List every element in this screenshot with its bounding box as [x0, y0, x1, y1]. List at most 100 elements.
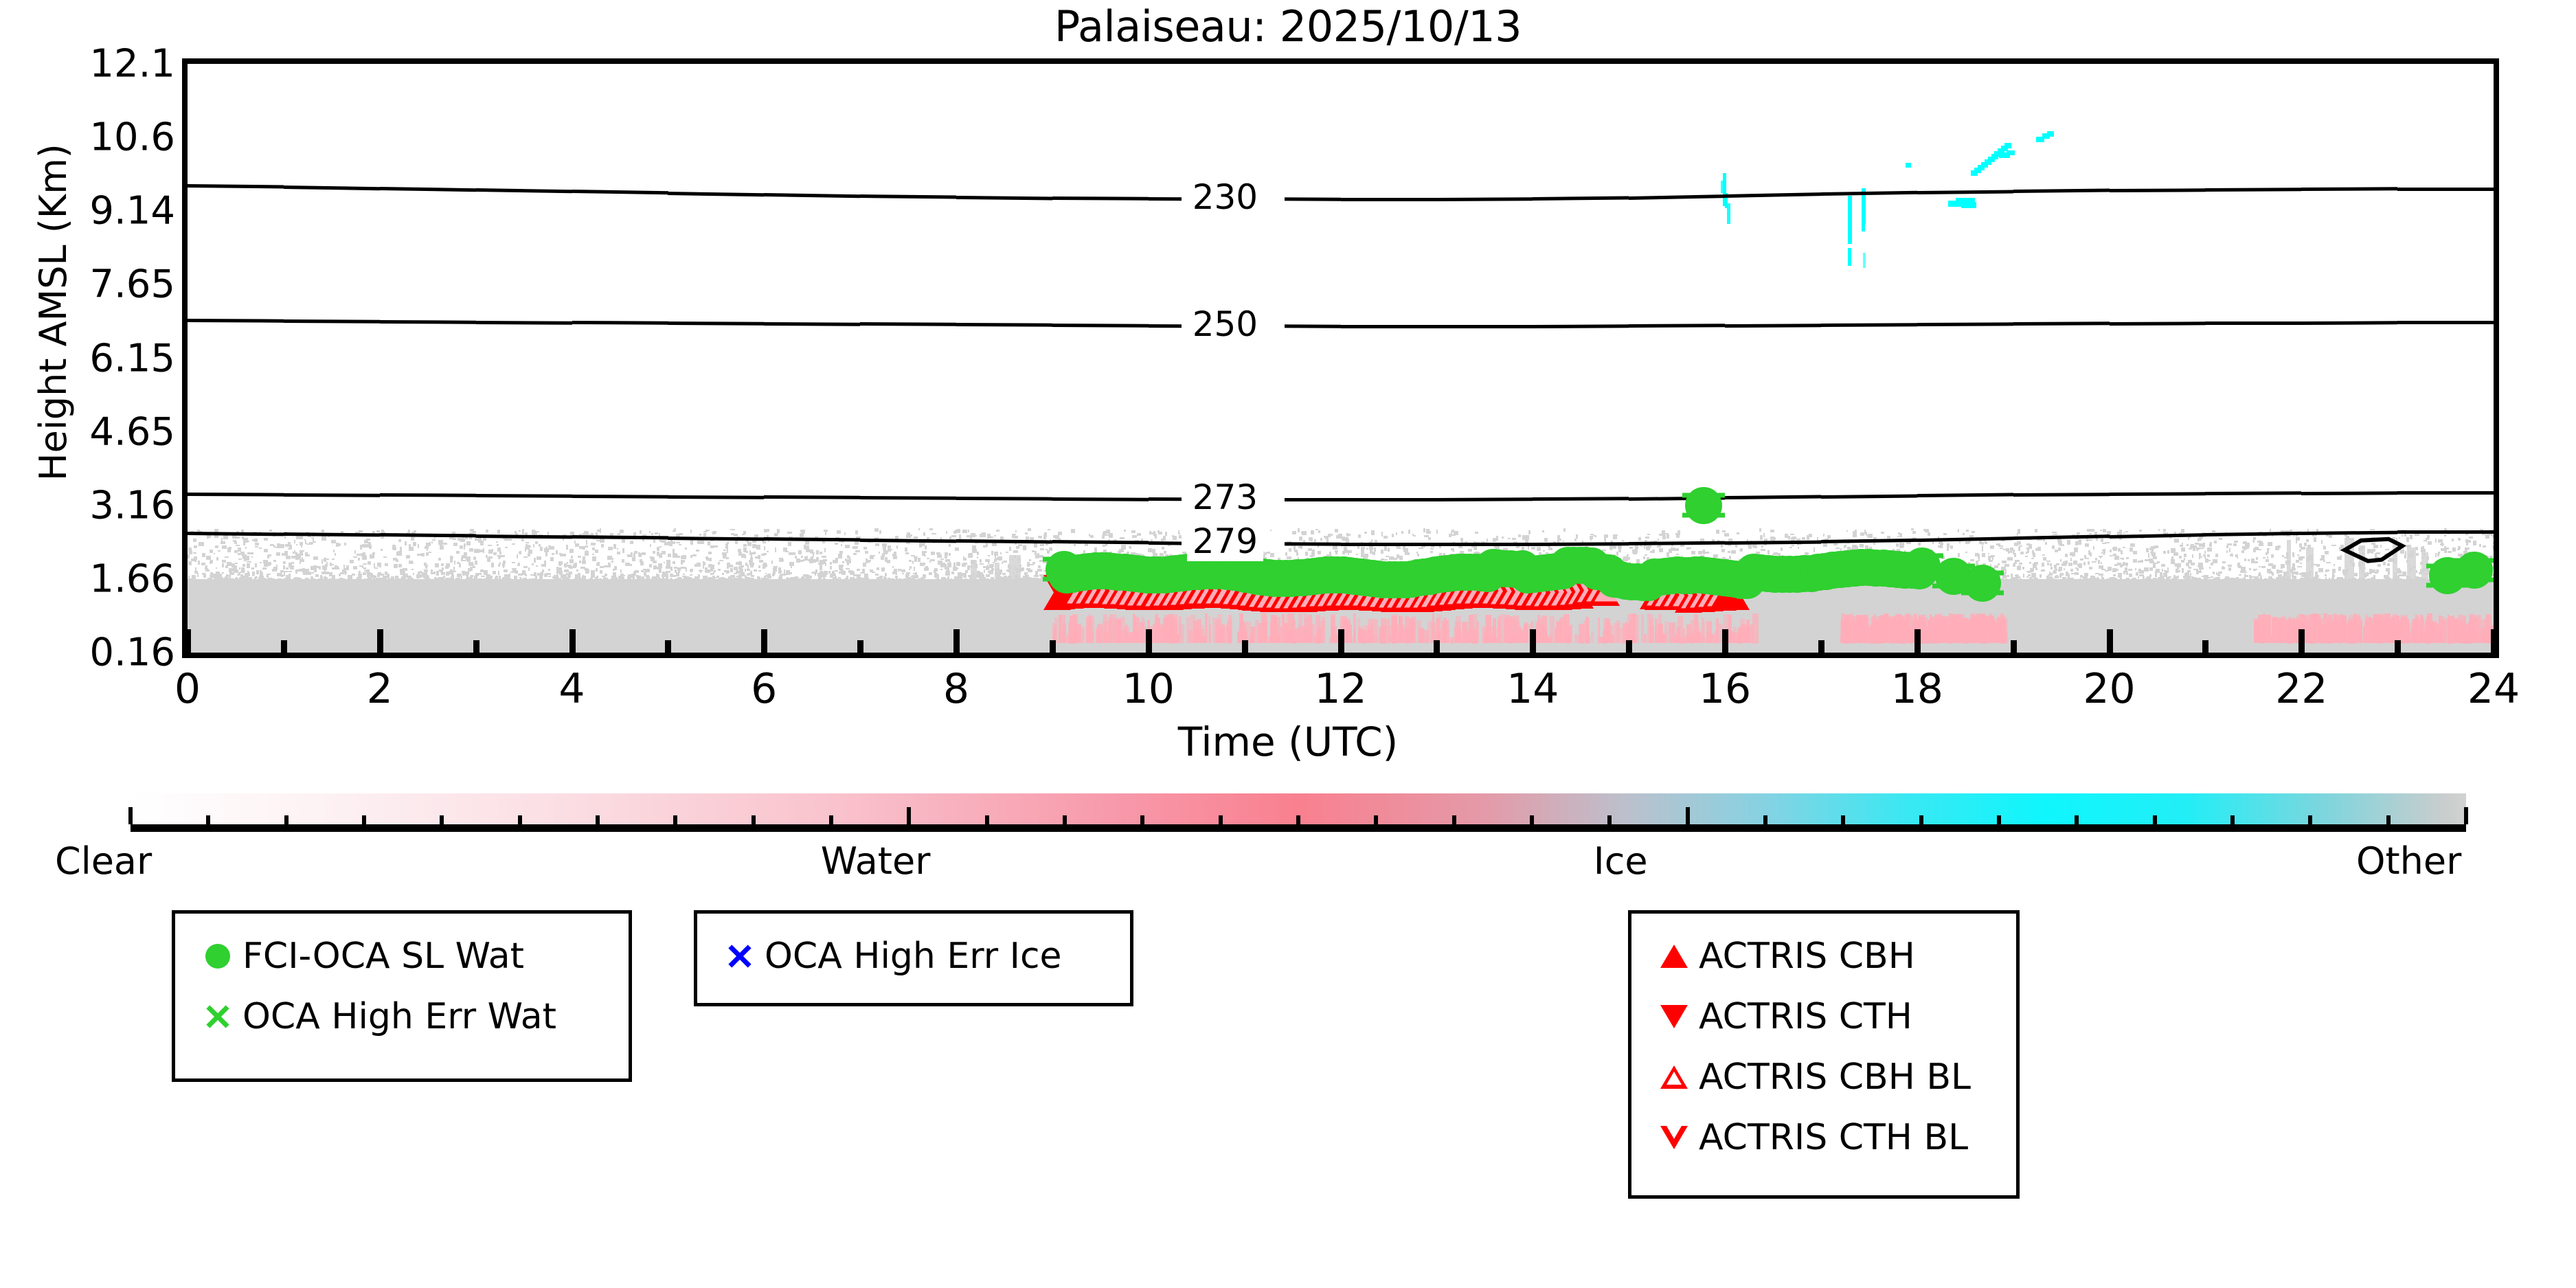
x-tick-label: 6	[751, 665, 777, 713]
isotherm-segment	[2397, 530, 2494, 534]
actris-legend[interactable]: ACTRIS CBH ACTRIS CTH ACTRIS CBH BL ACTRIS …	[1628, 910, 2020, 1199]
colorbar-tick	[829, 815, 833, 824]
y-tick-label: 6.15	[0, 336, 175, 381]
x-tick-major	[1530, 629, 1536, 658]
isotherm-segment	[380, 320, 476, 324]
y-tick-label: 10.6	[0, 115, 175, 160]
legend-item[interactable]: ACTRIS CBH	[1649, 926, 1998, 986]
x-tick-label: 8	[943, 665, 969, 713]
isotherm-segment	[956, 539, 1052, 543]
isotherm-segment	[956, 323, 1052, 327]
isotherm-label: 273	[1187, 477, 1263, 517]
legend-item-label: ACTRIS CBH BL	[1699, 1057, 1971, 1098]
colorbar-label: Clear	[55, 839, 152, 883]
legend-item[interactable]: ACTRIS CTH	[1649, 986, 1998, 1047]
x-marker-icon	[193, 1003, 242, 1030]
ice-pixel	[1961, 202, 1976, 208]
plot-area[interactable]	[182, 58, 2499, 658]
isotherm-segment	[2301, 321, 2397, 325]
classification-colorbar[interactable]	[131, 793, 2466, 835]
legend-item[interactable]: OCA High Err Wat	[193, 986, 611, 1047]
colorbar-tick	[1607, 815, 1612, 824]
fci-oca-sl-wat-point	[1046, 551, 1083, 588]
legend-item[interactable]: ACTRIS CBH BL	[1649, 1047, 1998, 1107]
isotherm-segment	[1341, 498, 1437, 501]
x-tick-label: 24	[2467, 665, 2520, 713]
x-tick-major	[1338, 629, 1344, 658]
x-tick-label: 2	[367, 665, 393, 713]
colorbar-tick	[1452, 815, 1456, 824]
colorbar-tick	[1219, 815, 1223, 824]
x-tick-label: 10	[1122, 665, 1175, 713]
isotherm-segment	[1341, 543, 1437, 546]
x-tick-major	[1914, 629, 1921, 658]
isotherm-segment	[860, 194, 956, 199]
isotherm-segment	[1629, 324, 1725, 328]
aerosol-column	[2359, 545, 2365, 579]
triangle-up-open-marker-icon	[1649, 1065, 1699, 1089]
isotherm-segment	[764, 495, 860, 499]
isotherm-segment	[2397, 188, 2494, 191]
isotherm-segment	[2013, 493, 2110, 497]
legend-item[interactable]: FCI-OCA SL Wat	[193, 926, 611, 986]
ice-legend[interactable]: OCA High Err Ice	[694, 910, 1133, 1006]
legend-item[interactable]: OCA High Err Ice	[715, 926, 1112, 986]
page-title: Palaiseau: 2025/10/13	[0, 1, 2576, 52]
isotherm-segment	[1436, 197, 1533, 201]
ice-pixel	[1721, 181, 1724, 193]
ice-pixel	[1906, 163, 1911, 168]
x-tick-label: 16	[1699, 665, 1751, 713]
x-tick-label: 22	[2275, 665, 2327, 713]
y-tick-label: 4.65	[0, 409, 175, 454]
isotherm-segment	[1629, 541, 1725, 545]
circle-marker-icon	[193, 944, 242, 969]
triangle-up-marker-icon	[1649, 945, 1699, 968]
isotherm-segment	[284, 185, 380, 190]
aerosol-column	[2407, 547, 2416, 579]
y-tick-label: 0.16	[0, 631, 175, 675]
isotherm-segment	[1725, 324, 1821, 328]
x-tick-major	[1146, 629, 1152, 658]
x-tick-minor	[857, 640, 863, 658]
colorbar-tick	[518, 815, 522, 824]
x-tick-major	[1722, 629, 1728, 658]
isotherm-segment	[668, 536, 764, 541]
isotherm-segment	[572, 535, 668, 539]
water-legend[interactable]: FCI-OCA SL Wat OCA High Err Wat	[172, 910, 632, 1082]
isotherm-segment	[1052, 196, 1149, 201]
x-tick-minor	[281, 640, 287, 658]
legend-item-label: ACTRIS CTH	[1699, 996, 1912, 1037]
isotherm-segment	[668, 192, 764, 196]
isotherm-segment	[188, 532, 284, 536]
isotherm-segment	[1917, 322, 2013, 326]
aerosol-column	[971, 560, 977, 579]
colorbar-label: Water	[821, 839, 931, 883]
colorbar-tick	[752, 815, 756, 824]
isotherm-segment	[1436, 325, 1533, 328]
x-tick-label: 4	[558, 665, 585, 713]
legend-item[interactable]: ACTRIS CTH BL	[1649, 1107, 1998, 1168]
colorbar-tick	[1841, 815, 1845, 824]
colorbar-tick	[673, 815, 677, 824]
isotherm-segment	[2397, 491, 2494, 495]
fci-oca-sl-wat-point	[2456, 552, 2493, 589]
isotherm-segment	[284, 493, 380, 497]
isotherm-segment	[668, 321, 764, 326]
isotherm-segment	[572, 321, 668, 325]
isotherm-segment	[188, 319, 284, 323]
aerosol-column	[995, 563, 999, 579]
isotherm-segment	[380, 493, 476, 497]
isotherm-segment	[668, 495, 764, 499]
isotherm-segment	[1533, 542, 1629, 546]
colorbar-tick	[1374, 815, 1378, 824]
ice-pixel	[2047, 131, 2054, 137]
colorbar-tick	[2308, 815, 2312, 824]
legend-item-label: ACTRIS CBH	[1699, 936, 1915, 977]
x-tick-minor	[2202, 640, 2208, 658]
isotherm-label: 230	[1187, 177, 1263, 217]
colorbar-tick	[1140, 815, 1144, 824]
isotherm-segment	[1725, 495, 1821, 499]
y-tick-label: 3.16	[0, 483, 175, 528]
colorbar-tick	[206, 815, 210, 824]
y-tick-label: 12.1	[0, 42, 175, 87]
